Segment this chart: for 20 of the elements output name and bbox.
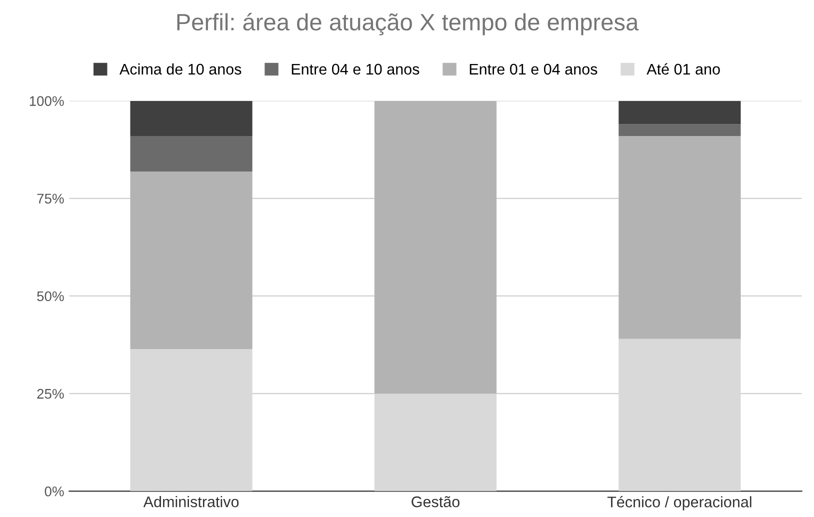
bar [618, 124, 741, 136]
legend-label: Entre 04 e 10 anos [292, 64, 420, 75]
bar [618, 100, 741, 124]
chart-title: Perfil: área de atuação X tempo de empresa [177, 12, 639, 36]
x-tick-label: Administrativo [143, 496, 239, 508]
y-tick-label: 100% [30, 96, 64, 106]
bar [618, 136, 741, 339]
bar [130, 136, 252, 172]
bar [130, 100, 252, 136]
y-tick-label: 0% [44, 486, 64, 496]
y-tick-label: 50% [37, 291, 64, 302]
y-tick-label: 25% [37, 388, 64, 399]
legend-label: Acima de 10 anos [119, 63, 242, 75]
legend-label: Até 01 ano [646, 63, 720, 75]
x-tick-label: Técnico / operacional [607, 496, 752, 510]
y-tick-label: 75% [37, 194, 64, 204]
bar [130, 171, 252, 350]
x-tick-label: Gestão [412, 496, 460, 508]
bar [374, 100, 497, 394]
legend-label: Entre 01 e 04 anos [470, 64, 598, 75]
